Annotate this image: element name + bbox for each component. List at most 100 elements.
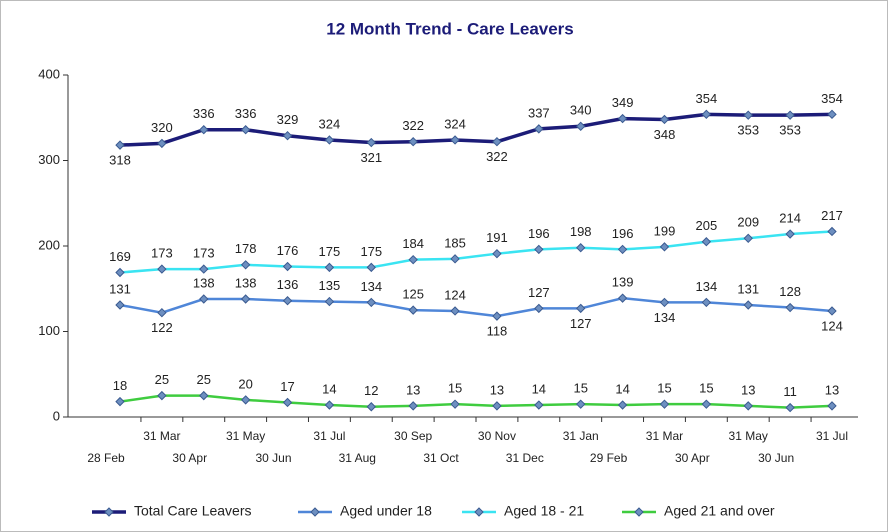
y-tick-label: 100 <box>38 323 60 338</box>
marker <box>701 237 712 247</box>
legend-label: Aged 21 and over <box>664 503 775 519</box>
marker <box>115 140 125 150</box>
data-label: 185 <box>444 235 466 250</box>
y-tick-label: 300 <box>38 152 60 167</box>
marker <box>282 261 293 272</box>
marker <box>324 135 335 145</box>
x-tick-label: 31 Jan <box>563 429 599 443</box>
x-tick-label: 30 Jun <box>758 451 794 465</box>
marker <box>534 303 544 314</box>
marker <box>115 396 125 407</box>
data-label: 184 <box>402 236 424 251</box>
marker <box>492 311 502 321</box>
x-tick-label: 31 Dec <box>506 451 544 465</box>
data-label: 127 <box>528 285 550 300</box>
marker <box>534 124 544 134</box>
chart-title: 12 Month Trend - Care Leavers <box>326 19 574 38</box>
marker <box>701 109 712 120</box>
marker <box>450 306 460 316</box>
data-label: 322 <box>402 118 424 133</box>
y-tick-label: 400 <box>38 66 60 81</box>
data-label: 15 <box>699 381 713 396</box>
x-tick-label: 29 Feb <box>590 451 628 465</box>
data-label: 329 <box>277 112 299 127</box>
data-label: 199 <box>654 223 676 238</box>
marker <box>701 297 712 308</box>
x-tick-label: 30 Apr <box>172 451 207 465</box>
data-label: 205 <box>696 218 718 233</box>
data-label: 324 <box>444 116 466 131</box>
marker <box>534 400 544 410</box>
y-tick-label: 200 <box>38 237 60 252</box>
marker <box>408 136 418 147</box>
marker <box>785 229 795 239</box>
marker <box>115 267 125 278</box>
marker <box>408 401 418 411</box>
data-label: 25 <box>155 372 169 387</box>
data-label: 178 <box>235 241 257 256</box>
marker <box>575 303 586 314</box>
marker <box>743 233 753 244</box>
data-label: 14 <box>615 381 629 396</box>
series-line <box>119 296 833 318</box>
marker <box>659 399 670 409</box>
data-label: 13 <box>825 382 839 397</box>
data-label: 15 <box>657 381 671 396</box>
data-label: 128 <box>779 284 801 299</box>
data-label: 139 <box>612 275 634 290</box>
data-label: 349 <box>612 95 634 110</box>
marker <box>282 296 293 306</box>
data-label: 173 <box>151 246 173 261</box>
data-label: 122 <box>151 320 173 335</box>
marker <box>743 110 753 120</box>
marker <box>199 264 209 274</box>
data-label: 175 <box>360 244 382 259</box>
marker <box>157 307 167 318</box>
x-tick-label: 31 Aug <box>339 451 376 465</box>
series-line <box>119 230 833 274</box>
data-label: 136 <box>277 277 299 292</box>
data-label: 318 <box>109 153 131 168</box>
marker <box>157 390 167 401</box>
marker <box>617 113 628 124</box>
data-label: 134 <box>696 279 718 294</box>
x-tick-label: 31 Jul <box>313 429 345 443</box>
data-label: 336 <box>193 106 215 121</box>
marker <box>492 248 502 259</box>
marker <box>785 302 795 313</box>
data-label: 340 <box>570 103 592 118</box>
data-label: 11 <box>783 384 797 399</box>
data-label: 337 <box>528 105 550 120</box>
marker <box>827 109 837 120</box>
data-label: 118 <box>487 324 508 339</box>
marker <box>617 293 628 303</box>
marker <box>659 114 670 125</box>
data-label: 173 <box>193 246 215 261</box>
marker <box>492 401 502 411</box>
marker <box>240 125 251 135</box>
marker <box>240 294 251 304</box>
data-label: 20 <box>238 376 252 391</box>
data-label: 14 <box>322 381 336 396</box>
marker <box>827 306 837 316</box>
data-label: 354 <box>696 91 718 106</box>
data-label: 196 <box>612 226 634 241</box>
marker <box>366 402 377 412</box>
data-label: 348 <box>654 127 676 142</box>
marker <box>534 244 544 255</box>
marker <box>701 399 712 409</box>
data-label: 131 <box>737 281 759 296</box>
data-label: 13 <box>741 382 755 397</box>
data-label: 169 <box>109 249 131 264</box>
data-label: 127 <box>570 316 592 331</box>
marker <box>575 243 586 253</box>
legend-label: Aged under 18 <box>340 503 432 519</box>
marker <box>199 294 209 304</box>
marker <box>617 400 628 410</box>
marker <box>240 395 251 405</box>
marker <box>282 130 293 141</box>
marker <box>408 305 418 315</box>
marker <box>743 300 753 310</box>
data-label: 320 <box>151 120 173 135</box>
